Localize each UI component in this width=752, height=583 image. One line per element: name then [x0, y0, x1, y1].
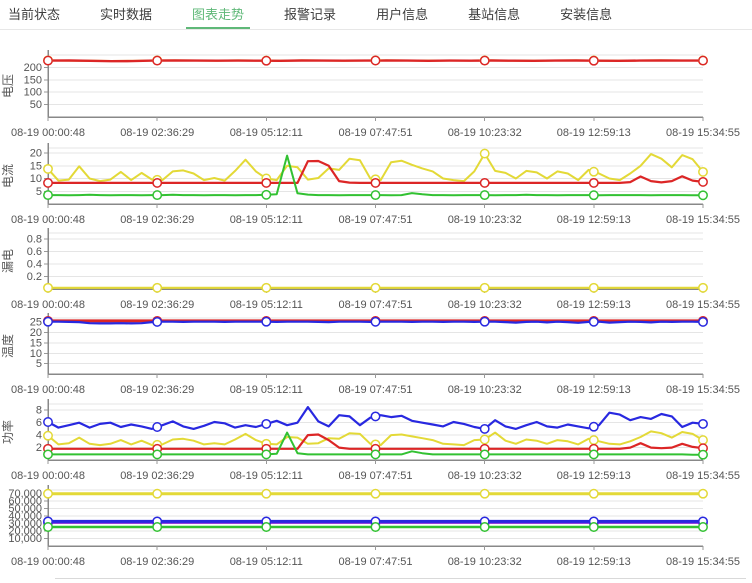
svg-text:10: 10 [30, 173, 42, 185]
svg-text:08-19 02:36:29: 08-19 02:36:29 [120, 556, 194, 568]
tab-station-info[interactable]: 基站信息 [468, 7, 521, 22]
svg-text:100: 100 [24, 87, 42, 99]
svg-text:08-19 15:34:55: 08-19 15:34:55 [666, 299, 740, 311]
svg-text:40,000: 40,000 [8, 511, 42, 523]
svg-text:08-19 12:59:13: 08-19 12:59:13 [557, 214, 631, 226]
svg-text:漏电: 漏电 [1, 249, 15, 273]
svg-text:10,000: 10,000 [8, 533, 42, 545]
svg-text:08-19 12:59:13: 08-19 12:59:13 [557, 384, 631, 396]
svg-text:08-19 15:34:55: 08-19 15:34:55 [666, 470, 740, 482]
tab-current-status[interactable]: 当前状态 [8, 7, 61, 22]
svg-text:08-19 07:47:51: 08-19 07:47:51 [338, 299, 412, 311]
svg-text:5: 5 [36, 186, 42, 198]
svg-text:50: 50 [30, 99, 42, 111]
energy-plot: 10,00020,00030,00040,00050,00060,00070,0… [8, 485, 740, 568]
leakage-plot: 0.20.40.60.8 08-19 00:00:48 08-19 02:36:29… [1, 228, 740, 311]
svg-text:70,000: 70,000 [8, 488, 42, 500]
svg-text:08-19 07:47:51: 08-19 07:47:51 [338, 470, 412, 482]
svg-text:30,000: 30,000 [8, 518, 42, 530]
svg-text:2: 2 [36, 442, 42, 454]
svg-text:08-19 12:59:13: 08-19 12:59:13 [557, 299, 631, 311]
svg-text:功率: 功率 [0, 420, 15, 444]
svg-text:0.8: 0.8 [27, 234, 42, 246]
svg-text:0.6: 0.6 [27, 246, 42, 258]
svg-text:8: 8 [36, 405, 42, 417]
svg-text:电压: 电压 [1, 74, 15, 98]
svg-text:08-19 00:00:48: 08-19 00:00:48 [11, 299, 85, 311]
svg-text:08-19 15:34:55: 08-19 15:34:55 [666, 127, 740, 139]
svg-text:08-19 05:12:11: 08-19 05:12:11 [230, 214, 303, 226]
svg-text:08-19 05:12:11: 08-19 05:12:11 [230, 556, 303, 568]
svg-text:08-19 10:23:32: 08-19 10:23:32 [448, 127, 522, 139]
svg-text:08-19 07:47:51: 08-19 07:47:51 [338, 127, 412, 139]
svg-text:20: 20 [30, 148, 42, 160]
energy-chart: 10,000 20,000 30,000 40,000 50,000 60,000 70,0… [0, 481, 752, 581]
svg-text:08-19 12:59:13: 08-19 12:59:13 [557, 127, 631, 139]
svg-text:15: 15 [30, 160, 42, 172]
svg-text:5: 5 [36, 358, 42, 370]
svg-text:08-19 05:12:11: 08-19 05:12:11 [230, 470, 303, 482]
svg-text:0.4: 0.4 [27, 259, 42, 271]
svg-text:08-19 00:00:48: 08-19 00:00:48 [11, 384, 85, 396]
svg-text:08-19 12:59:13: 08-19 12:59:13 [557, 470, 631, 482]
power-chart: 2 4 6 8 08-19 00:00:48 08-19 02:36:29 08-19 05… [0, 395, 752, 495]
svg-text:08-19 07:47:51: 08-19 07:47:51 [338, 384, 412, 396]
temperature-chart: 5 10 15 20 25 08-19 00:00:48 08-19 02:36:29 08-… [0, 309, 752, 409]
svg-text:50,000: 50,000 [8, 503, 42, 515]
svg-text:20: 20 [30, 327, 42, 339]
svg-text:08-19 10:23:32: 08-19 10:23:32 [448, 470, 522, 482]
svg-text:08-19 02:36:29: 08-19 02:36:29 [120, 470, 194, 482]
svg-text:08-19 07:47:51: 08-19 07:47:51 [338, 214, 412, 226]
svg-text:08-19 00:00:48: 08-19 00:00:48 [11, 470, 85, 482]
tab-alarm-records[interactable]: 报警记录 [284, 7, 337, 22]
current-chart: 5 10 15 20 08-19 00:00:48 08-19 02:36:29 08-19… [0, 139, 752, 239]
svg-text:08-19 05:12:11: 08-19 05:12:11 [230, 299, 303, 311]
svg-text:08-19 15:34:55: 08-19 15:34:55 [666, 384, 740, 396]
svg-text:温度: 温度 [0, 334, 15, 358]
svg-text:4: 4 [36, 430, 42, 442]
svg-text:08-19 05:12:11: 08-19 05:12:11 [230, 127, 303, 139]
svg-text:08-19 12:59:13: 08-19 12:59:13 [557, 556, 631, 568]
svg-text:08-19 02:36:29: 08-19 02:36:29 [120, 127, 194, 139]
tab-chart-trend[interactable]: 图表走势 [186, 0, 251, 29]
svg-text:08-19 10:23:32: 08-19 10:23:32 [448, 299, 522, 311]
charts-area: 50 100 150 200 08-19 00:00:48 08-19 02:36:29 0… [0, 31, 752, 583]
svg-text:08-19 00:00:48: 08-19 00:00:48 [11, 127, 85, 139]
svg-text:6: 6 [36, 417, 42, 429]
tab-install-info[interactable]: 安装信息 [560, 7, 613, 22]
tab-realtime-data[interactable]: 实时数据 [100, 7, 153, 22]
svg-text:08-19 10:23:32: 08-19 10:23:32 [448, 214, 522, 226]
svg-text:60,000: 60,000 [8, 496, 42, 508]
tab-bar: 当前状态 实时数据 图表走势 报警记录 用户信息 基站信息 安装信息 [0, 0, 752, 30]
svg-text:08-19 00:00:48: 08-19 00:00:48 [11, 556, 85, 568]
leakage-chart: 0.2 0.4 0.6 0.8 08-19 00:00:48 08-19 02:36:29… [0, 224, 752, 324]
tab-user-info[interactable]: 用户信息 [376, 7, 429, 22]
svg-text:08-19 02:36:29: 08-19 02:36:29 [120, 214, 194, 226]
svg-text:08-19 05:12:11: 08-19 05:12:11 [230, 384, 303, 396]
svg-text:15: 15 [30, 337, 42, 349]
svg-text:150: 150 [24, 74, 42, 86]
svg-text:08-19 15:34:55: 08-19 15:34:55 [666, 556, 740, 568]
svg-text:0.2: 0.2 [27, 271, 42, 283]
svg-text:08-19 02:36:29: 08-19 02:36:29 [120, 384, 194, 396]
svg-text:08-19 00:00:48: 08-19 00:00:48 [11, 214, 85, 226]
svg-text:08-19 02:36:29: 08-19 02:36:29 [120, 299, 194, 311]
svg-text:25: 25 [30, 317, 42, 329]
svg-text:08-19 07:47:51: 08-19 07:47:51 [338, 556, 412, 568]
svg-text:08-19 15:34:55: 08-19 15:34:55 [666, 214, 740, 226]
svg-text:200: 200 [24, 62, 42, 74]
svg-text:08-19 10:23:32: 08-19 10:23:32 [448, 384, 522, 396]
svg-text:电流: 电流 [1, 164, 15, 188]
svg-text:08-19 10:23:32: 08-19 10:23:32 [448, 556, 522, 568]
svg-text:20,000: 20,000 [8, 526, 42, 538]
svg-text:10: 10 [30, 348, 42, 360]
next-chart-top-border [55, 578, 746, 579]
voltage-chart: 50 100 150 200 08-19 00:00:48 08-19 02:36:29 0… [0, 46, 752, 146]
